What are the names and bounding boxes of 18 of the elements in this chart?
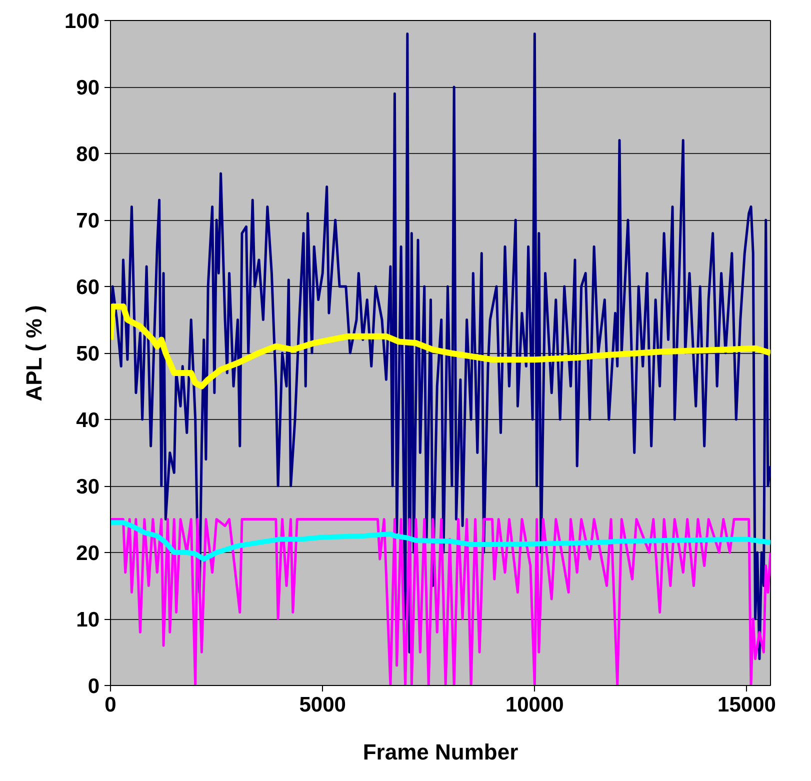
y-tick-label: 0 [88,675,100,698]
y-tick-label: 70 [76,210,100,232]
x-tick-label: 0 [104,694,116,716]
y-tick-label: 20 [76,542,100,565]
x-tick-label: 15000 [718,694,776,716]
x-tick-label: 5000 [299,694,346,716]
x-axis-title: Frame Number [362,740,519,764]
y-tick-label: 60 [76,276,100,299]
y-tick-label: 80 [76,143,100,166]
y-tick-label: 90 [76,76,100,100]
y-tick-label: 50 [76,342,100,366]
line-series [110,32,770,660]
y-tick-label: 30 [76,476,100,498]
x-tick-label: 10000 [505,694,564,716]
y-tick-label: 100 [64,10,100,33]
y-axis-title: APL ( % ) [21,305,46,402]
y-tick-label: 10 [76,608,100,632]
y-tick-label: 40 [76,409,100,432]
